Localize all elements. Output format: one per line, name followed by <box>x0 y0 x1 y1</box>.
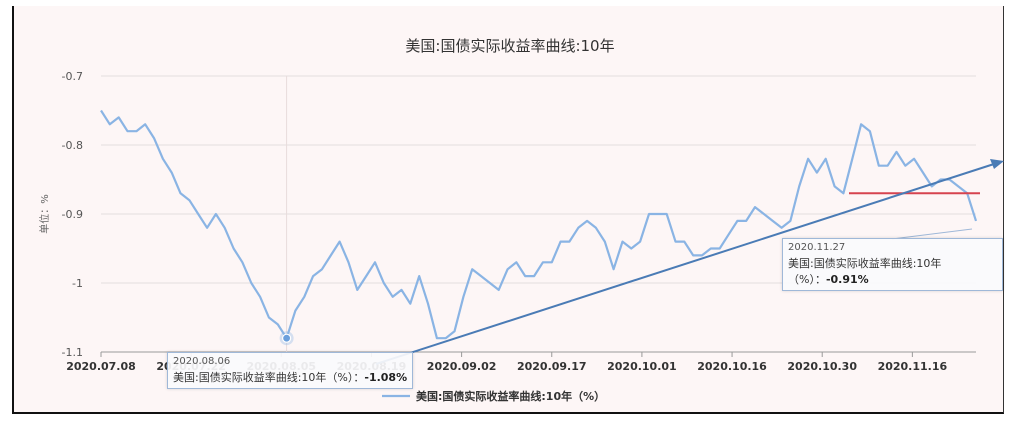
x-tick-label: 2020.09.02 <box>427 360 497 373</box>
tooltip-min-value: -1.08% <box>364 371 408 384</box>
trend-line <box>375 163 995 365</box>
chart-title: 美国:国债实际收益率曲线:10年 <box>405 37 614 55</box>
x-tick-label: 2020.10.01 <box>607 360 677 373</box>
x-tick-label: 2020.11.16 <box>878 360 948 373</box>
tooltip-min-date: 2020.08.06 <box>173 356 231 367</box>
line-chart: 美国:国债实际收益率曲线:10年 -0.7 -0.8 -0.9 -1 -1.1 单位：% 20… <box>38 37 1004 403</box>
tooltip-last-date: 2020.11.27 <box>788 242 846 253</box>
tooltip-last-value: -0.91% <box>825 273 869 286</box>
x-tick-label: 2020.10.16 <box>697 360 767 373</box>
legend-label: 美国:国债实际收益率曲线:10年（%） <box>416 389 605 403</box>
x-tick-label: 2020.09.17 <box>517 360 587 373</box>
min-point-marker <box>282 333 292 343</box>
series-line <box>100 109 978 340</box>
tooltip-last-label: 美国:国债实际收益率曲线:10年（%）： <box>788 257 942 286</box>
trend-arrow-head <box>990 159 1004 169</box>
x-tick-label: 2020.10.30 <box>787 360 857 373</box>
chart-frame: 美国:国债实际收益率曲线:10年 -0.7 -0.8 -0.9 -1 -1.1 单位：% 20… <box>12 6 1004 414</box>
y-tick-label: -0.9 <box>62 208 83 221</box>
y-tick-label: -1.1 <box>62 346 83 359</box>
tooltip-min: 2020.08.06 美国:国债实际收益率曲线:10年（%）：-1.08% <box>167 352 414 389</box>
y-tick-label: -1 <box>72 277 83 290</box>
y-tick-label: -0.8 <box>62 139 83 152</box>
tooltip-last: 2020.11.27 美国:国债实际收益率曲线:10年（%）：-0.91% <box>782 238 1003 291</box>
tooltip-min-label: 美国:国债实际收益率曲线:10年（%）： <box>173 371 365 384</box>
tooltip-connector <box>891 228 973 240</box>
y-tick-label: -0.7 <box>62 70 83 83</box>
y-axis-label: 单位：% <box>38 194 51 234</box>
x-tick-label: 2020.07.08 <box>66 360 136 373</box>
